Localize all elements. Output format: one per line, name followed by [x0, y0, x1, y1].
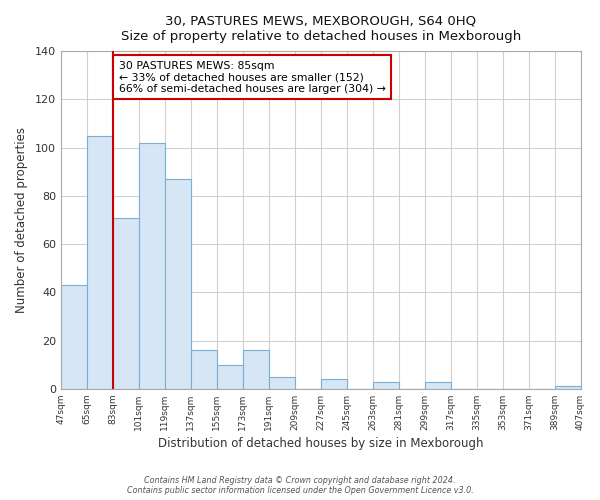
Bar — [61, 285, 87, 389]
X-axis label: Distribution of detached houses by size in Mexborough: Distribution of detached houses by size … — [158, 437, 484, 450]
Bar — [87, 136, 113, 389]
Y-axis label: Number of detached properties: Number of detached properties — [15, 127, 28, 313]
Bar — [113, 218, 139, 389]
Title: 30, PASTURES MEWS, MEXBOROUGH, S64 0HQ
Size of property relative to detached hou: 30, PASTURES MEWS, MEXBOROUGH, S64 0HQ S… — [121, 15, 521, 43]
Text: 30 PASTURES MEWS: 85sqm
← 33% of detached houses are smaller (152)
66% of semi-d: 30 PASTURES MEWS: 85sqm ← 33% of detache… — [119, 61, 386, 94]
Bar — [554, 386, 581, 389]
Bar — [165, 179, 191, 389]
Bar — [243, 350, 269, 389]
Bar — [425, 382, 451, 389]
Bar — [191, 350, 217, 389]
Bar — [217, 364, 243, 389]
Bar — [321, 379, 347, 389]
Bar — [139, 143, 165, 389]
Bar — [373, 382, 398, 389]
Text: Contains HM Land Registry data © Crown copyright and database right 2024.
Contai: Contains HM Land Registry data © Crown c… — [127, 476, 473, 495]
Bar — [269, 377, 295, 389]
